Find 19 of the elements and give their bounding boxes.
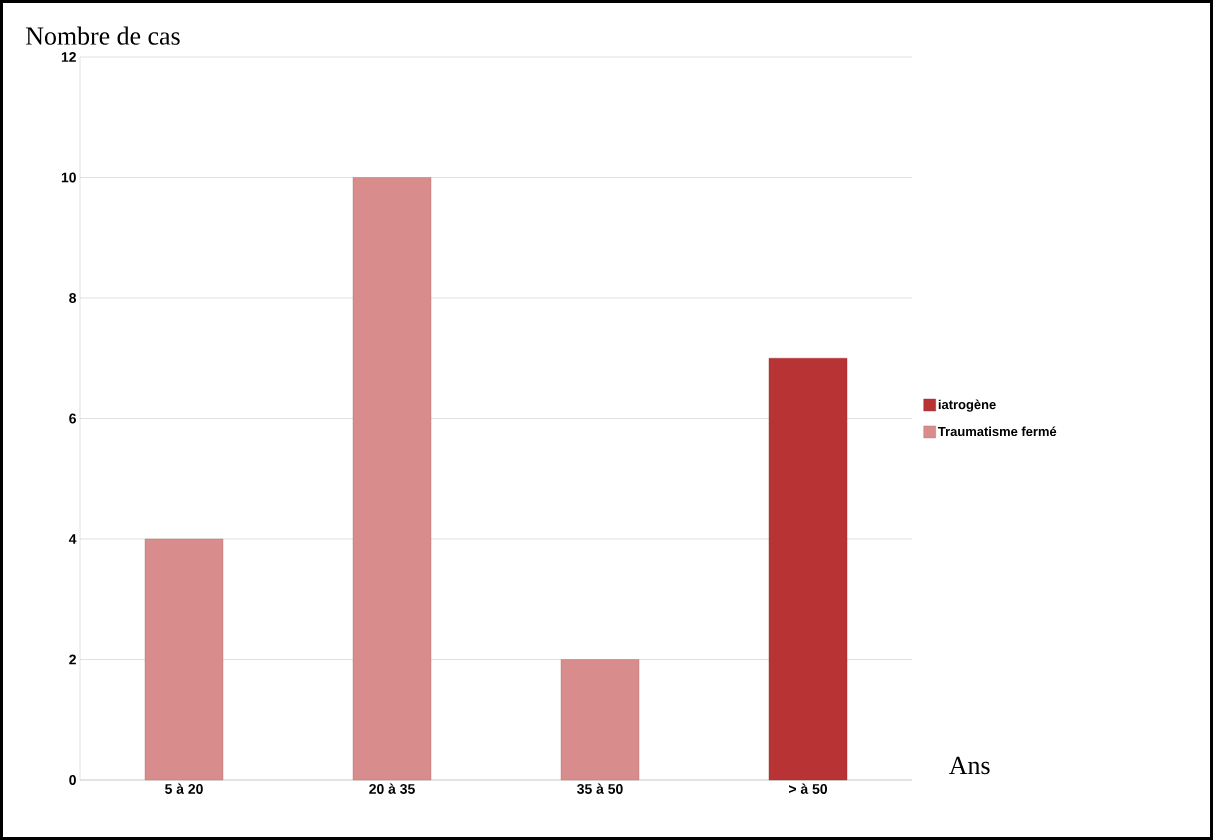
x-axis-title: Ans <box>949 756 990 775</box>
x-tick-label: 35 à 50 <box>577 783 623 794</box>
bar <box>768 358 848 781</box>
y-tick-label: 6 <box>69 413 76 424</box>
y-tick-label: 2 <box>69 654 76 665</box>
y-tick-label: 0 <box>69 775 76 785</box>
x-tick-label: 20 à 35 <box>369 783 415 794</box>
x-tick-label: > à 50 <box>789 783 828 794</box>
y-tick-label: 12 <box>61 52 76 62</box>
legend-label: iatrogène <box>938 399 996 412</box>
y-tick-label: 8 <box>69 293 77 303</box>
bar <box>560 659 640 781</box>
legend-label: Traumatisme fermé <box>938 426 1057 437</box>
x-tick-label: 5 à 20 <box>165 783 203 794</box>
y-axis-title: Nombre de cas <box>26 26 180 45</box>
bar <box>144 538 224 781</box>
y-tick-label: 10 <box>61 172 76 183</box>
bar <box>352 177 432 781</box>
y-tick-label: 4 <box>68 534 77 544</box>
